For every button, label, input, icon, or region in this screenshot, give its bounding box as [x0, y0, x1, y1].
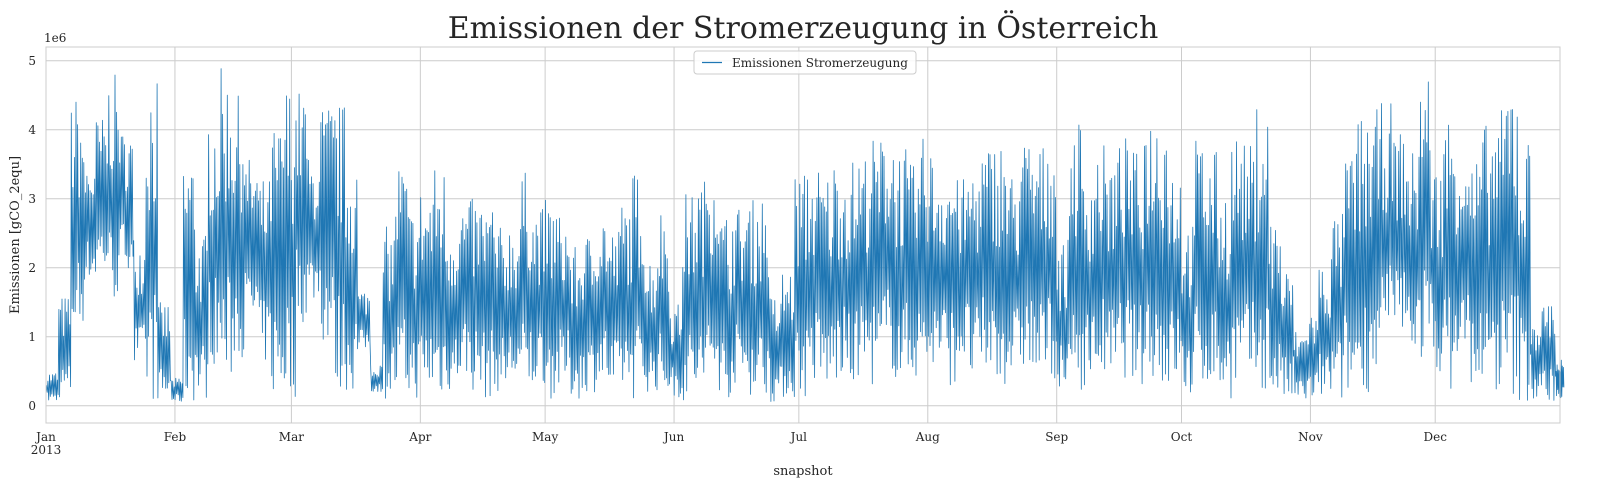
x-tick-label: Feb: [164, 430, 187, 444]
x-tick-label: Nov: [1298, 430, 1323, 444]
x-tick-label: Jun: [662, 430, 685, 444]
x-axis-label: snapshot: [773, 464, 833, 479]
x-tick-label: Sep: [1045, 430, 1068, 444]
y-offset-label: 1e6: [44, 31, 66, 45]
y-tick-label: 2: [28, 261, 36, 275]
legend-label: Emissionen Stromerzeugung: [732, 56, 908, 70]
y-tick-label: 5: [28, 54, 36, 68]
x-tick-label: Mar: [279, 430, 304, 444]
y-axis-ticks: 0 1 2 3 4 5: [28, 54, 36, 413]
y-tick-label: 3: [28, 192, 36, 206]
plot-frame: [45, 46, 1561, 424]
x-tick-label: Jul: [789, 430, 808, 444]
legend-box: [693, 50, 917, 75]
y-tick-label: 4: [28, 123, 36, 137]
x-tick-label: May: [532, 430, 558, 444]
x-tick-label: Dec: [1423, 430, 1447, 444]
y-axis-label: Emissionen [gCO_2equ]: [8, 156, 23, 314]
series-layer: [46, 68, 1565, 402]
y-tick-label: 0: [28, 399, 36, 413]
x-tick-label: Aug: [915, 430, 940, 444]
chart-title: Emissionen der Stromerzeugung in Österre…: [448, 10, 1159, 46]
legend: Emissionen Stromerzeugung: [693, 50, 917, 75]
series-line-emissionen-stromerzeugung: [46, 68, 1565, 402]
x-tick-label: Jan: [34, 430, 56, 444]
x-tick-sublabel: 2013: [31, 443, 62, 457]
y-tick-label: 1: [28, 330, 36, 344]
x-tick-label: Oct: [1171, 430, 1193, 444]
x-tick-label: Apr: [408, 430, 431, 444]
